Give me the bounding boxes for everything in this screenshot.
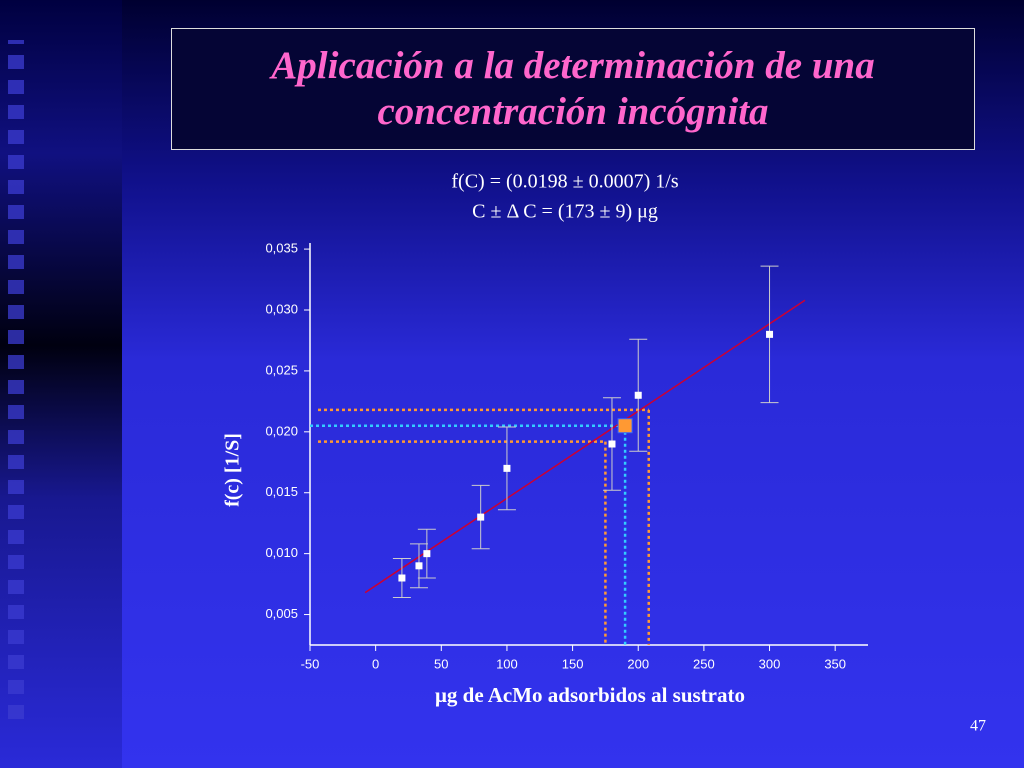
y-tick-label: 0,010 (265, 545, 298, 560)
data-point (608, 440, 616, 448)
x-tick-label: 300 (759, 656, 781, 671)
x-tick-label: 200 (627, 656, 649, 671)
data-point (477, 513, 485, 521)
x-tick-label: 0 (372, 656, 379, 671)
fit-line (364, 299, 806, 594)
square-pattern (0, 40, 30, 720)
y-axis-label: f(c) [1/S] (222, 433, 244, 507)
side-decoration (0, 0, 122, 768)
x-axis-label: μg de AcMo adsorbidos al sustrato (435, 683, 745, 707)
data-point (398, 574, 406, 582)
x-tick-label: -50 (301, 656, 320, 671)
y-tick-label: 0,015 (265, 484, 298, 499)
data-point (423, 550, 431, 558)
y-tick-label: 0,005 (265, 606, 298, 621)
y-tick-label: 0,020 (265, 423, 298, 438)
chart-subtitle: C ± Δ C = (173 ± 9) μg (472, 201, 658, 223)
y-tick-label: 0,025 (265, 362, 298, 377)
x-tick-label: 100 (496, 656, 518, 671)
data-point (766, 330, 774, 338)
page-number: 47 (970, 718, 986, 735)
x-tick-label: 250 (693, 656, 715, 671)
chart-subtitle: f(C) = (0.0198 ± 0.0007) 1/s (451, 171, 678, 193)
data-point (634, 391, 642, 399)
data-point (415, 562, 423, 570)
x-tick-label: 350 (824, 656, 846, 671)
estimate-point (617, 418, 633, 434)
y-tick-label: 0,030 (265, 301, 298, 316)
x-tick-label: 150 (562, 656, 584, 671)
y-tick-label: 0,035 (265, 241, 298, 256)
slide-title: Aplicación a la determinación de una con… (171, 28, 975, 150)
x-tick-label: 50 (434, 656, 448, 671)
data-point (503, 464, 511, 472)
